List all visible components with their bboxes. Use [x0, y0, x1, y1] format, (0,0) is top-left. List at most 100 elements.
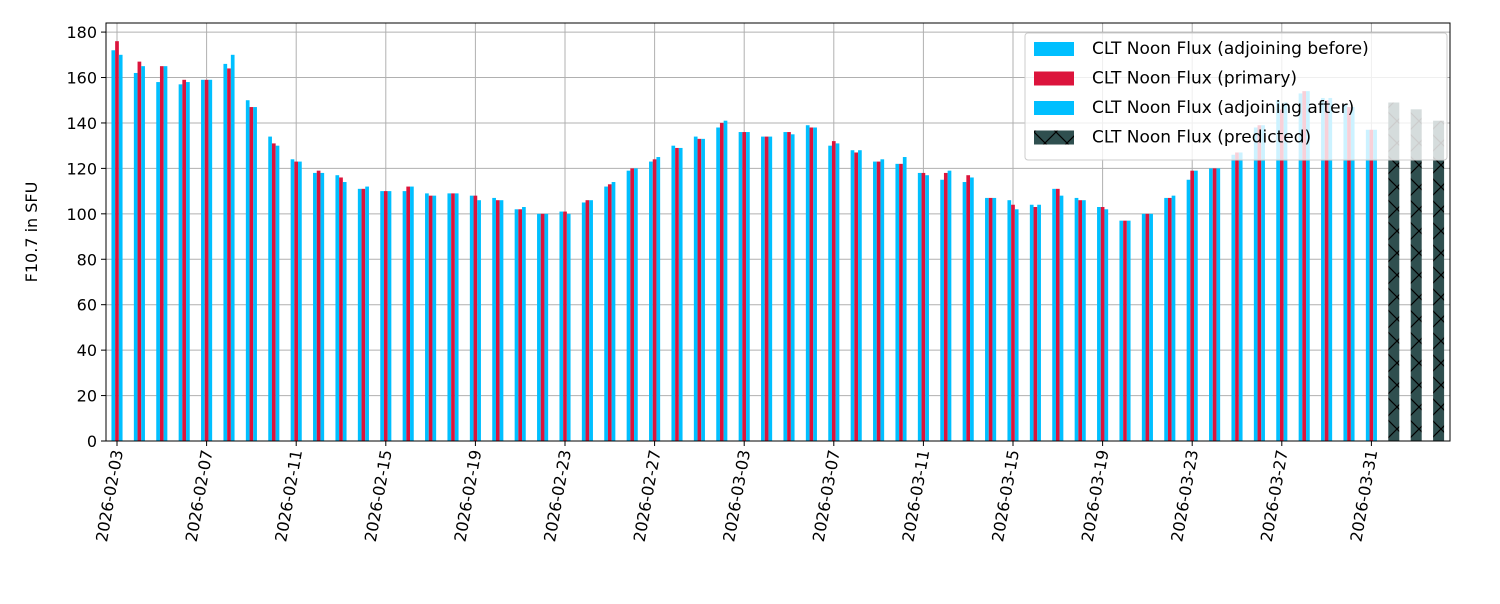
bar-primary — [764, 136, 769, 441]
bar-adjoining-after — [454, 193, 459, 441]
y-tick-label: 60 — [77, 296, 97, 315]
bar-adjoining-before — [761, 136, 765, 441]
bar-adjoining-before — [201, 79, 205, 441]
bar-adjoining-before — [1119, 220, 1124, 441]
y-tick-label: 0 — [87, 432, 97, 451]
bar-primary — [249, 107, 254, 441]
bar-primary — [540, 213, 545, 441]
bar-primary — [899, 163, 903, 441]
bar-adjoining-before — [850, 150, 855, 441]
bar-primary — [697, 138, 702, 441]
bar-primary — [1302, 91, 1307, 442]
bar-adjoining-after — [186, 82, 190, 441]
bar-adjoining-after — [230, 54, 235, 441]
bar-primary — [227, 68, 231, 441]
bar-primary — [675, 147, 679, 441]
bar-primary — [831, 141, 836, 441]
bar-adjoining-before — [178, 84, 183, 441]
x-tick-label: 2026-03-23 — [1167, 448, 1202, 543]
bar-primary — [607, 184, 612, 442]
bar-adjoining-before — [1276, 100, 1280, 441]
bar-adjoining-before — [1097, 207, 1101, 441]
bar-primary — [451, 193, 455, 441]
bar-primary — [159, 66, 164, 442]
bar-adjoining-before — [626, 170, 631, 442]
bar-primary — [943, 172, 948, 441]
bar-primary — [719, 122, 724, 442]
bar-adjoining-after — [701, 138, 705, 441]
bar-predicted — [1410, 109, 1422, 442]
bar-primary — [182, 79, 187, 441]
bar-adjoining-after — [499, 200, 504, 441]
plot-frame — [105, 22, 1451, 442]
bar-adjoining-before — [469, 195, 474, 441]
bar-primary — [1257, 125, 1262, 441]
bar-primary — [921, 172, 926, 441]
bar-adjoining-after — [298, 161, 302, 441]
bar-adjoining-before — [1164, 197, 1168, 441]
bar-primary — [1055, 188, 1060, 441]
y-tick-label: 40 — [77, 341, 97, 360]
bar-adjoining-after — [477, 200, 481, 441]
bar-adjoining-after — [746, 132, 750, 442]
y-tick-label: 80 — [77, 250, 97, 269]
bar-adjoining-after — [141, 66, 145, 442]
bar-primary — [1324, 100, 1329, 441]
y-tick-label: 140 — [66, 114, 97, 133]
bar-adjoining-before — [1298, 93, 1303, 441]
bar-adjoining-after — [522, 207, 526, 441]
bar-adjoining-before — [649, 161, 653, 441]
bar-adjoining-after — [410, 186, 414, 441]
legend: CLT Noon Flux (adjoining before) CLT Noon… — [1024, 32, 1448, 161]
bar-adjoining-before — [671, 145, 676, 441]
bar-adjoining-before — [604, 186, 608, 441]
x-tick-label: 2026-02-03 — [92, 448, 127, 543]
bar-adjoining-after — [1373, 129, 1377, 442]
bar-primary — [1033, 207, 1038, 441]
bar-primary — [316, 170, 321, 442]
bar-primary — [1279, 109, 1284, 442]
x-tick-label: 2026-03-19 — [1078, 448, 1113, 543]
bar-primary — [652, 159, 657, 441]
bar-primary — [383, 191, 388, 441]
bar-adjoining-after — [1261, 125, 1265, 441]
bar-adjoining-before — [111, 50, 116, 442]
bar-adjoining-before — [1186, 179, 1191, 441]
bar-adjoining-before — [1365, 129, 1370, 442]
bar-adjoining-after — [611, 182, 616, 442]
bar-adjoining-before — [380, 191, 384, 441]
bar-adjoining-after — [947, 170, 952, 442]
bar-adjoining-after — [1104, 209, 1109, 441]
bar-adjoining-after — [1149, 213, 1153, 441]
bar-primary — [563, 211, 567, 441]
y-tick-label: 100 — [66, 205, 97, 224]
legend-box — [1024, 32, 1448, 161]
bar-adjoining-before — [1321, 97, 1325, 441]
y-tick-label: 20 — [77, 387, 97, 406]
bar-primary — [1167, 197, 1172, 441]
legend-swatch — [1034, 130, 1074, 145]
bar-primary — [742, 132, 747, 442]
bar-adjoining-after — [1350, 107, 1355, 441]
x-tick-label: 2026-02-19 — [450, 448, 485, 543]
bar-adjoining-after — [925, 175, 929, 441]
y-axis: 0 20 40 60 80 100 120 140 160 180 — [66, 23, 106, 451]
bar-adjoining-after — [1082, 200, 1086, 441]
y-tick-label: 180 — [66, 23, 97, 42]
bar-adjoining-after — [253, 107, 257, 441]
x-tick-label: 2026-03-07 — [809, 448, 844, 543]
bar-primary — [204, 79, 209, 441]
bar-adjoining-before — [1209, 168, 1213, 442]
bar-adjoining-after — [1216, 168, 1221, 442]
bar-primary — [1100, 207, 1105, 441]
bar-adjoining-before — [828, 145, 832, 441]
bar-adjoining-before — [425, 193, 429, 441]
bar-adjoining-after — [1283, 102, 1288, 442]
bar-primary — [1235, 152, 1239, 441]
bar-adjoining-after — [656, 157, 661, 442]
bar-adjoining-after — [992, 197, 997, 441]
bar-adjoining-before — [133, 72, 138, 441]
bar-adjoining-before — [1029, 204, 1034, 441]
bar-primary — [518, 209, 523, 441]
legend-label: CLT Noon Flux (predicted) — [1092, 128, 1311, 148]
